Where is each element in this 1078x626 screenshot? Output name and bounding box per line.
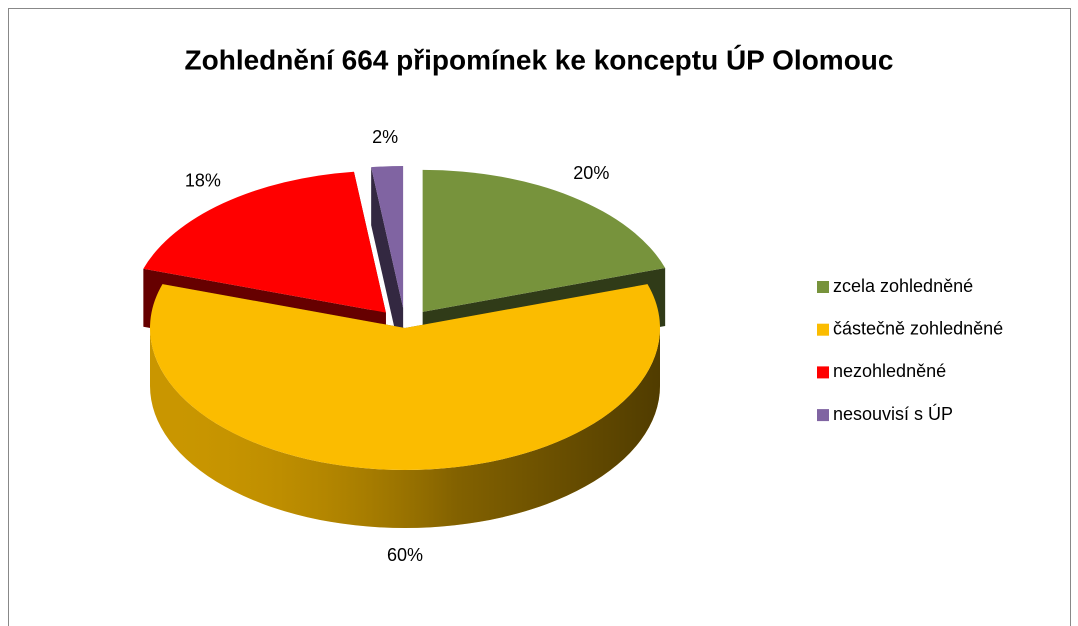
data-label: 18%	[185, 170, 221, 190]
slice	[150, 284, 660, 471]
data-label: 2%	[372, 127, 398, 147]
slice	[143, 171, 386, 313]
slice	[371, 166, 404, 309]
legend-label: zcela zohledněné	[833, 276, 973, 296]
slice	[422, 169, 666, 312]
legend-swatch	[817, 409, 829, 422]
legend-swatch	[817, 366, 829, 379]
legend-label: částečně zohledněné	[833, 318, 1003, 338]
data-label: 20%	[573, 163, 609, 183]
slice-wall	[371, 167, 404, 367]
data-label: 60%	[387, 545, 423, 565]
legend-label: nezohledněné	[833, 361, 946, 381]
legend-swatch	[817, 323, 829, 336]
legend-label: nesouvisí s ÚP	[833, 403, 953, 424]
chart-title: Zohlednění 664 připomínek ke konceptu ÚP…	[185, 44, 894, 75]
legend-swatch	[817, 281, 829, 293]
slice-rim-shade	[150, 328, 660, 528]
